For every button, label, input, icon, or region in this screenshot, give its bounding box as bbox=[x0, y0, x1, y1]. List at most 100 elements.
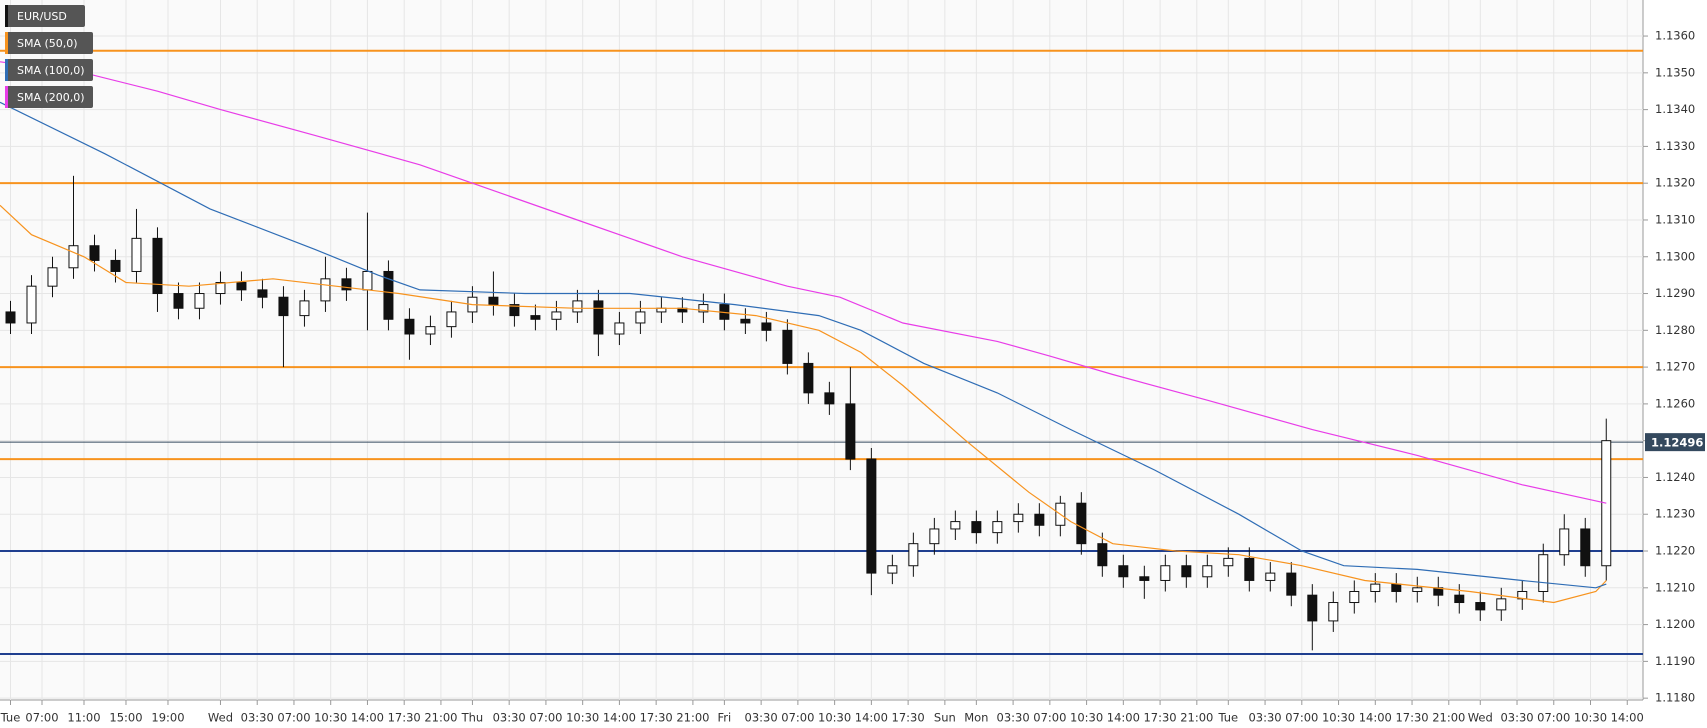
candle-body bbox=[1097, 543, 1108, 567]
y-tick-label: 1.1190 bbox=[1655, 654, 1695, 668]
candle-body bbox=[992, 521, 1003, 534]
candle-body bbox=[614, 322, 625, 335]
x-tick-label: 21:00 bbox=[424, 711, 457, 725]
candle-body bbox=[1559, 528, 1570, 556]
y-tick-label: 1.1320 bbox=[1655, 176, 1695, 190]
x-tick-label: Tue bbox=[0, 711, 20, 725]
y-tick-label: 1.1350 bbox=[1655, 65, 1695, 79]
candle-body bbox=[950, 521, 961, 530]
x-tick-label: 10:30 bbox=[314, 711, 347, 725]
x-tick-label: 17:30 bbox=[892, 711, 925, 725]
x-tick-label: Wed bbox=[1468, 711, 1493, 725]
candle-body bbox=[1223, 557, 1234, 567]
candle-body bbox=[89, 245, 100, 261]
legend-box[interactable] bbox=[5, 32, 93, 54]
candle-body bbox=[1307, 594, 1318, 622]
candle-body bbox=[761, 322, 772, 331]
candle-body bbox=[908, 543, 919, 567]
y-tick-label: 1.1270 bbox=[1655, 360, 1695, 374]
y-tick-label: 1.1240 bbox=[1655, 470, 1695, 484]
y-tick-label: 1.1300 bbox=[1655, 249, 1695, 263]
legend-swatch bbox=[5, 86, 8, 108]
legend-label: SMA (100,0) bbox=[17, 64, 85, 77]
candle-body bbox=[1580, 528, 1591, 567]
y-tick-label: 1.1330 bbox=[1655, 139, 1695, 153]
x-tick-label: Fri bbox=[718, 711, 732, 725]
legend-box[interactable] bbox=[5, 59, 93, 81]
candle-body bbox=[1496, 598, 1507, 611]
legend-box[interactable] bbox=[5, 5, 85, 27]
candle-body bbox=[845, 403, 856, 460]
candle-body bbox=[1370, 583, 1381, 592]
x-tick-label: Sun bbox=[934, 711, 956, 725]
x-tick-label: 03:30 bbox=[1500, 711, 1533, 725]
candle-body bbox=[1328, 602, 1339, 622]
y-tick-label: 1.1220 bbox=[1655, 544, 1695, 558]
candle-body bbox=[1265, 572, 1276, 581]
x-tick-label: Mon bbox=[964, 711, 988, 725]
candle-body bbox=[635, 311, 646, 324]
x-tick-label: 07:00 bbox=[277, 711, 310, 725]
candle-body bbox=[362, 270, 373, 291]
y-tick-label: 1.1310 bbox=[1655, 212, 1695, 226]
candle-body bbox=[803, 362, 814, 394]
candle-body bbox=[215, 282, 226, 295]
y-tick-label: 1.1340 bbox=[1655, 102, 1695, 116]
legend-box[interactable] bbox=[5, 86, 93, 108]
legend-label: EUR/USD bbox=[17, 10, 67, 23]
legend-swatch bbox=[5, 59, 8, 81]
candle-body bbox=[509, 304, 520, 317]
x-tick-label: 14:00 bbox=[351, 711, 384, 725]
candle-body bbox=[1286, 572, 1297, 596]
sma-lines bbox=[0, 61, 1607, 604]
last-price-label: 1.12496 bbox=[1651, 436, 1703, 450]
candle-body bbox=[341, 278, 352, 291]
candle-body bbox=[47, 267, 58, 287]
x-tick-label: 07:00 bbox=[1033, 711, 1066, 725]
axes: 1.1180 1.1190 1.1200 1.1210 1.1220 1.1230 1.12… bbox=[0, 29, 1705, 725]
x-tick-label: 07:00 bbox=[781, 711, 814, 725]
x-tick-label: Wed bbox=[208, 711, 233, 725]
candle-body bbox=[1538, 554, 1549, 592]
candle-body bbox=[194, 293, 205, 309]
candle-body bbox=[68, 245, 79, 269]
x-tick-label: 17:30 bbox=[640, 711, 673, 725]
legend-label: SMA (50,0) bbox=[17, 37, 78, 50]
legend-swatch bbox=[5, 5, 8, 27]
candle-body bbox=[404, 318, 415, 335]
candle-body bbox=[824, 392, 835, 405]
x-tick-label: 03:30 bbox=[241, 711, 274, 725]
last-price-box bbox=[1645, 433, 1705, 452]
y-tick-label: 1.1360 bbox=[1655, 29, 1695, 43]
legend-label: SMA (200,0) bbox=[17, 91, 85, 104]
y-tick-label: 1.1180 bbox=[1655, 691, 1695, 705]
x-tick-label: 10:30 bbox=[1574, 711, 1607, 725]
candle-body bbox=[446, 311, 457, 328]
x-tick-label: Tue bbox=[1217, 711, 1238, 725]
sma-line bbox=[0, 61, 1607, 504]
x-tick-label: 03:30 bbox=[745, 711, 778, 725]
candle-body bbox=[383, 270, 394, 320]
y-tick-label: 1.1280 bbox=[1655, 323, 1695, 337]
candle-body bbox=[1076, 502, 1087, 545]
grid bbox=[0, 0, 1643, 700]
x-tick-label: 21:00 bbox=[1180, 711, 1213, 725]
candle-body bbox=[5, 311, 16, 324]
candle-body bbox=[1349, 590, 1360, 604]
candle-body bbox=[782, 329, 793, 364]
candle-body bbox=[320, 278, 331, 302]
sma-line bbox=[0, 101, 1607, 589]
legend-swatch bbox=[5, 32, 8, 54]
x-tick-label: 10:30 bbox=[566, 711, 599, 725]
candle-body bbox=[110, 259, 121, 272]
y-tick-label: 1.1200 bbox=[1655, 617, 1695, 631]
candle-body bbox=[572, 300, 583, 313]
x-tick-label: 14:00 bbox=[1107, 711, 1140, 725]
candle-body bbox=[1034, 513, 1045, 526]
candle-body bbox=[1454, 594, 1465, 604]
x-tick-label: 17:30 bbox=[1395, 711, 1428, 725]
x-tick-label: Thu bbox=[461, 711, 484, 725]
candle-body bbox=[551, 311, 562, 320]
candle-body bbox=[1181, 565, 1192, 578]
